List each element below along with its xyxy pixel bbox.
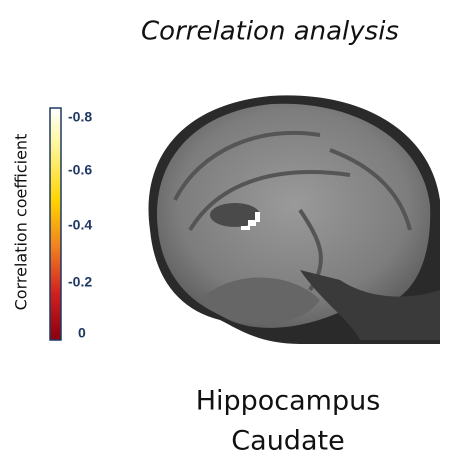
colorbar [50,108,61,340]
colorbar-tick: -0.6 [68,162,92,178]
colorbar-label: Correlation coefficient [12,134,31,311]
colorbar-tick: -0.8 [68,109,92,125]
region-label: Hippocampus [196,386,381,417]
colorbar-tick: -0.4 [68,217,92,233]
figure: Correlation analysis Correlation coeffic… [0,0,449,466]
region-label: Caudate [231,426,344,457]
title: Correlation analysis [141,17,399,47]
brain-image [138,92,440,344]
colorbar-tick: -0.2 [68,274,92,290]
colorbar-tick: 0 [78,325,86,341]
